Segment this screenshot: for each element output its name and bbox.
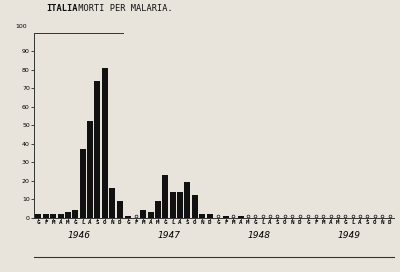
- Bar: [116, 201, 122, 218]
- Bar: [94, 81, 100, 218]
- Text: -MORTI PER MALARIA.: -MORTI PER MALARIA.: [73, 4, 173, 13]
- X-axis label: 1948: 1948: [248, 231, 270, 240]
- Bar: [126, 216, 132, 218]
- Bar: [102, 68, 108, 218]
- Bar: [238, 216, 244, 218]
- Bar: [109, 188, 115, 218]
- Bar: [206, 214, 212, 218]
- Bar: [170, 192, 176, 218]
- Bar: [72, 210, 78, 218]
- Bar: [87, 121, 93, 218]
- Bar: [148, 212, 154, 218]
- Bar: [192, 195, 198, 218]
- Bar: [140, 210, 146, 218]
- Bar: [177, 192, 183, 218]
- Bar: [65, 212, 71, 218]
- Text: 100: 100: [15, 24, 27, 29]
- Bar: [43, 214, 49, 218]
- Bar: [184, 183, 190, 218]
- X-axis label: 1949: 1949: [338, 231, 360, 240]
- Bar: [50, 214, 56, 218]
- X-axis label: 1947: 1947: [158, 231, 180, 240]
- Bar: [162, 175, 168, 218]
- Bar: [223, 216, 229, 218]
- Bar: [58, 214, 64, 218]
- Bar: [80, 149, 86, 218]
- Bar: [155, 201, 161, 218]
- Text: ITALIA: ITALIA: [46, 4, 78, 13]
- Bar: [36, 214, 42, 218]
- Bar: [199, 214, 205, 218]
- X-axis label: 1946: 1946: [68, 231, 90, 240]
